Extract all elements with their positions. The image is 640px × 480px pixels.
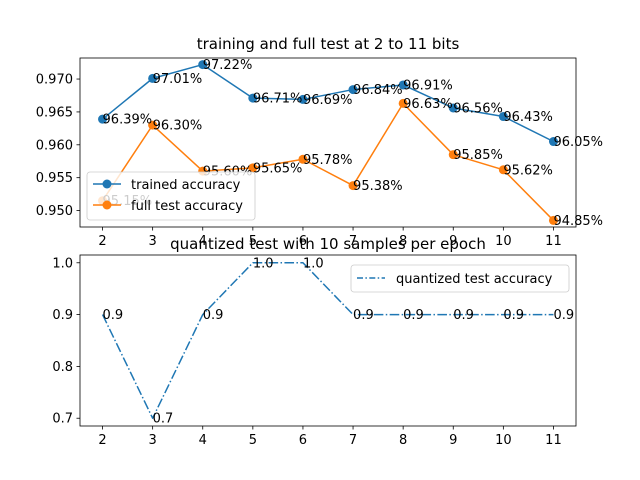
x-tick-label: 5	[249, 234, 257, 249]
data-label: 0.9	[503, 308, 524, 323]
data-point	[198, 60, 208, 70]
data-label: 95.62%	[503, 163, 553, 178]
quantized-chart-legend: quantized test accuracy	[350, 264, 570, 293]
legend-box	[86, 171, 256, 221]
data-label: 95.38%	[353, 179, 403, 194]
quantized-chart-title: quantized test with 10 samples per epoch	[170, 235, 486, 253]
x-tick-label: 6	[299, 234, 307, 249]
data-label: 94.85%	[553, 214, 603, 229]
data-point	[498, 112, 508, 122]
x-tick-label: 2	[98, 234, 106, 249]
data-point	[98, 114, 108, 124]
data-label: 1.0	[303, 256, 324, 271]
data-point	[548, 137, 558, 147]
data-label: 0.9	[403, 308, 424, 323]
data-label: 97.01%	[153, 72, 203, 87]
quantized-chart: 2 3 4 5 6 7 8 9 10 11 0.7 0.8 0.9 1.0 0.9 0.7 0.9 1.0 1.0 0…	[52, 235, 577, 448]
legend-marker-full-test	[102, 200, 112, 210]
data-label: 95.85%	[453, 148, 503, 163]
data-point	[348, 181, 358, 191]
data-label: 96.56%	[453, 101, 503, 116]
data-label: 96.39%	[103, 113, 153, 128]
data-point	[448, 150, 458, 160]
x-tick-label: 7	[349, 433, 357, 448]
data-point	[548, 215, 558, 225]
y-tick-label: 0.965	[36, 105, 73, 120]
x-tick-label: 11	[545, 433, 562, 448]
data-label: 96.30%	[153, 119, 203, 134]
series-line-0	[101, 262, 554, 419]
data-label: 96.43%	[503, 110, 553, 125]
data-label: 96.91%	[403, 78, 453, 93]
data-point	[148, 73, 158, 83]
data-point	[298, 94, 308, 104]
x-tick-label: 8	[399, 234, 407, 249]
y-tick-label: 0.970	[36, 73, 73, 88]
training-chart-marks: 2 3 4 5 6 7 8 9 10 11 0.950 0.955 0.960 0.965 0.970 96.…	[36, 58, 603, 249]
data-point	[398, 98, 408, 108]
x-tick-label: 9	[449, 234, 457, 249]
y-tick-label: 0.8	[52, 360, 73, 375]
data-label: 96.63%	[403, 97, 453, 112]
x-tick-label: 2	[98, 433, 106, 448]
data-point	[498, 165, 508, 175]
training-chart-legend: trained accuracy full test accuracy	[86, 171, 256, 221]
data-point	[398, 80, 408, 90]
legend-box	[350, 264, 570, 293]
data-label: 96.05%	[553, 135, 603, 150]
x-tick-label: 3	[149, 234, 157, 249]
y-tick-label: 0.955	[36, 171, 73, 186]
y-tick-label: 1.0	[52, 256, 73, 271]
data-label: 95.78%	[303, 153, 353, 168]
data-point	[248, 93, 258, 103]
training-chart: training and full test at 2 to 11 bits 2…	[36, 35, 603, 249]
quantized-chart-frame	[79, 254, 577, 427]
y-tick-label: 0.960	[36, 138, 73, 153]
x-tick-label: 4	[199, 433, 207, 448]
data-label: 0.7	[153, 412, 174, 427]
data-label: 97.22%	[203, 58, 253, 73]
series-line-1	[101, 102, 554, 221]
x-tick-label: 6	[299, 433, 307, 448]
x-tick-label: 11	[545, 234, 562, 249]
x-tick-label: 4	[199, 234, 207, 249]
training-chart-title: training and full test at 2 to 11 bits	[197, 35, 460, 53]
data-label: 0.9	[553, 308, 574, 323]
data-point	[298, 154, 308, 164]
data-label: 0.9	[353, 308, 374, 323]
data-label: 96.71%	[253, 92, 303, 107]
y-tick-label: 0.9	[52, 308, 73, 323]
y-tick-label: 0.950	[36, 204, 73, 219]
legend-marker-trained	[102, 179, 112, 189]
legend-label-full-test: full test accuracy	[131, 199, 243, 214]
series-line-0	[102, 63, 554, 143]
x-tick-label: 7	[349, 234, 357, 249]
quantized-chart-marks: 2 3 4 5 6 7 8 9 10 11 0.7 0.8 0.9 1.0 0.9 0.7 0.9 1.0 1.0 0…	[52, 256, 574, 448]
data-label: 1.0	[253, 256, 274, 271]
data-label: 95.65%	[253, 161, 303, 176]
x-tick-label: 10	[495, 234, 512, 249]
x-tick-label: 8	[399, 433, 407, 448]
data-label: 96.69%	[303, 93, 353, 108]
data-point	[348, 85, 358, 95]
x-tick-label: 5	[249, 433, 257, 448]
data-point	[248, 163, 258, 173]
data-point	[148, 120, 158, 130]
data-label: 96.84%	[353, 83, 403, 98]
data-label: 0.9	[203, 308, 224, 323]
x-tick-label: 10	[495, 433, 512, 448]
y-tick-label: 0.7	[52, 412, 73, 427]
x-tick-label: 3	[149, 433, 157, 448]
data-label: 0.9	[453, 308, 474, 323]
data-point	[448, 103, 458, 113]
x-tick-label: 9	[449, 433, 457, 448]
legend-label-quantized: quantized test accuracy	[396, 272, 553, 287]
training-chart-frame	[79, 57, 577, 228]
data-label: 0.9	[103, 308, 124, 323]
legend-label-trained: trained accuracy	[131, 178, 241, 193]
